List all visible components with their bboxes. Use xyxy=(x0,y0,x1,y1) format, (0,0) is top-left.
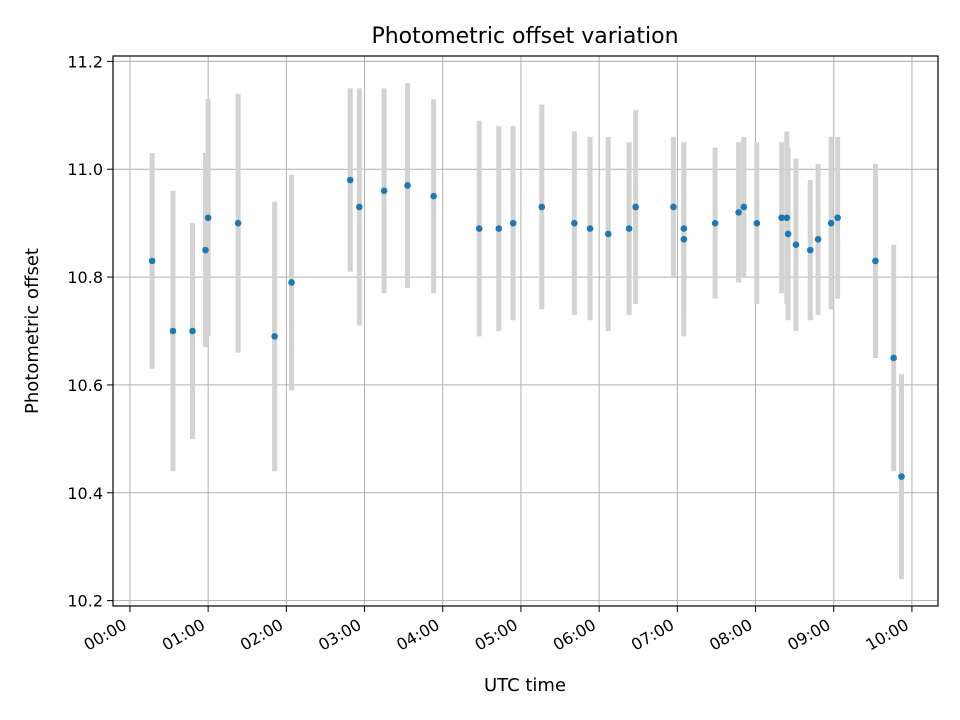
y-tick-label: 10.6 xyxy=(67,376,103,395)
data-point xyxy=(356,203,363,211)
data-point xyxy=(735,209,742,216)
data-point xyxy=(680,225,688,232)
data-point xyxy=(430,192,437,200)
data-point xyxy=(495,225,503,232)
data-point xyxy=(670,203,677,211)
data-point xyxy=(753,219,761,227)
data-point xyxy=(204,214,212,222)
data-point xyxy=(404,182,411,189)
x-axis-label: UTC time xyxy=(484,675,566,696)
data-point xyxy=(680,236,688,243)
y-tick-label: 10.4 xyxy=(67,484,103,503)
data-point xyxy=(625,225,633,232)
data-point xyxy=(538,203,546,211)
grid-lines xyxy=(113,56,938,606)
data-point xyxy=(778,214,785,222)
data-point xyxy=(346,176,354,184)
chart-title: Photometric offset variation xyxy=(371,24,678,49)
data-point xyxy=(783,214,791,222)
data-point xyxy=(586,225,594,232)
y-tick-label: 10.2 xyxy=(67,592,103,611)
data-point xyxy=(604,230,612,238)
data-point xyxy=(898,473,905,480)
data-point xyxy=(890,354,897,362)
data-point xyxy=(271,333,278,340)
data-point xyxy=(814,236,822,243)
data-point xyxy=(475,225,483,232)
data-points xyxy=(148,176,905,480)
data-point xyxy=(571,219,578,227)
data-point xyxy=(632,203,639,211)
data-point xyxy=(784,230,792,238)
y-axis-label: Photometric offset xyxy=(22,248,43,414)
data-point xyxy=(740,203,748,211)
data-point xyxy=(202,246,209,254)
data-point xyxy=(189,327,196,335)
data-point xyxy=(711,219,719,227)
data-point xyxy=(380,187,388,195)
data-point xyxy=(509,219,517,227)
data-point xyxy=(169,327,177,335)
y-tick-label: 10.8 xyxy=(67,268,103,287)
data-point xyxy=(827,219,835,227)
data-point xyxy=(872,257,879,265)
data-point xyxy=(148,257,156,265)
data-point xyxy=(234,219,242,227)
data-point xyxy=(288,279,295,286)
data-point xyxy=(806,246,814,254)
plot-frame xyxy=(112,55,939,607)
y-tick-label: 11.0 xyxy=(67,160,103,179)
data-point xyxy=(792,241,800,249)
data-point xyxy=(834,214,841,222)
y-tick-label: 11.2 xyxy=(67,52,103,71)
